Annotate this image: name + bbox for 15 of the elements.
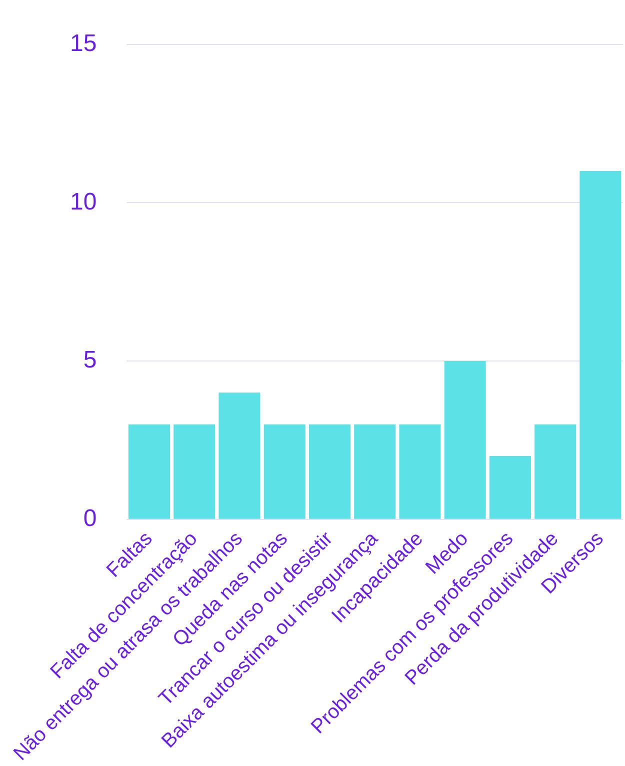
bar	[128, 424, 170, 519]
bar	[489, 456, 531, 519]
bar	[444, 361, 486, 519]
bar	[580, 171, 622, 519]
bar	[308, 424, 350, 519]
bar	[264, 424, 306, 519]
y-tick-label: 10	[70, 188, 97, 216]
bar	[174, 424, 216, 519]
y-tick-label: 15	[70, 30, 97, 58]
bar	[218, 392, 260, 519]
y-tick-label: 0	[83, 504, 97, 532]
bar	[354, 424, 396, 519]
bar	[399, 424, 441, 519]
y-tick-label: 5	[83, 346, 97, 374]
bar	[534, 424, 576, 519]
